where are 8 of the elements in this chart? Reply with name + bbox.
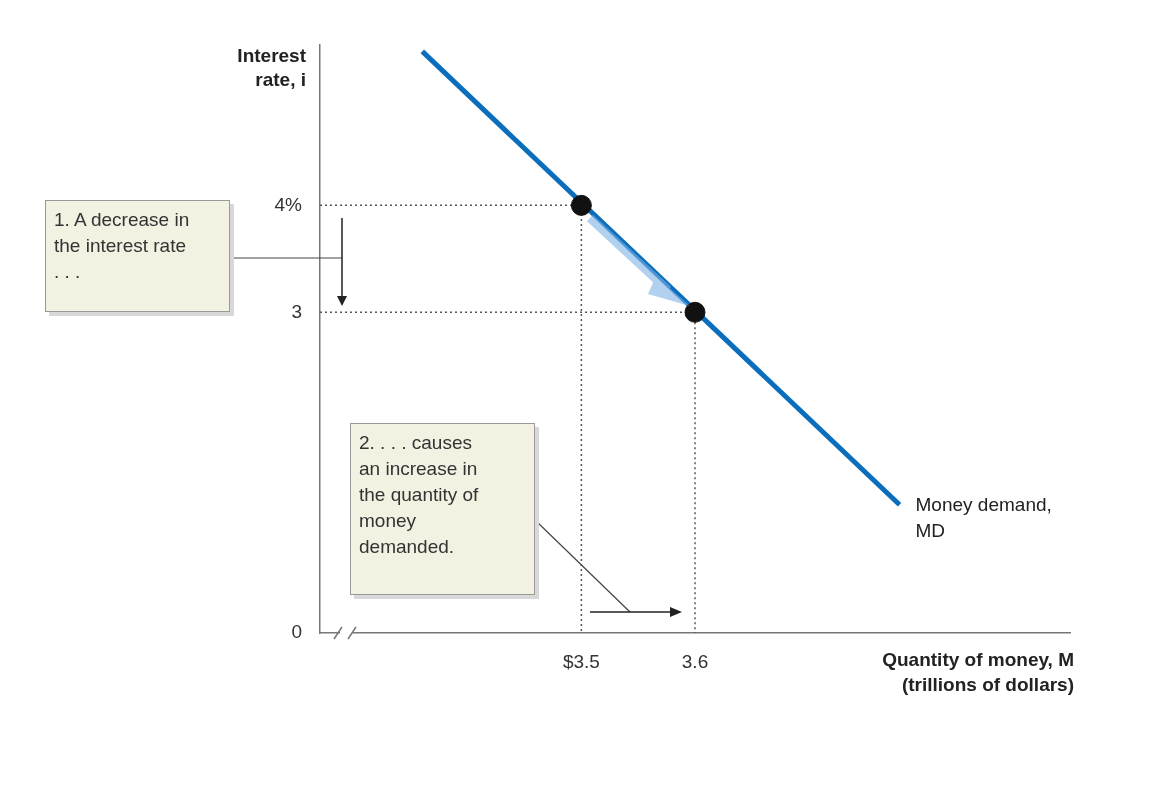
x-axis-title: Quantity of money, M (trillions of dollars)	[882, 648, 1074, 695]
y-tick-label: 3	[291, 300, 302, 322]
x-tick-label: $3.5	[562, 650, 600, 672]
series-label: Money demand, MD	[915, 494, 1052, 542]
x-tick-label: 3.6	[681, 650, 709, 672]
y-tick-label: 0	[291, 621, 302, 643]
y-axis-title: Interest rate, i	[237, 44, 307, 90]
y-tick-label: 4%	[274, 193, 303, 215]
